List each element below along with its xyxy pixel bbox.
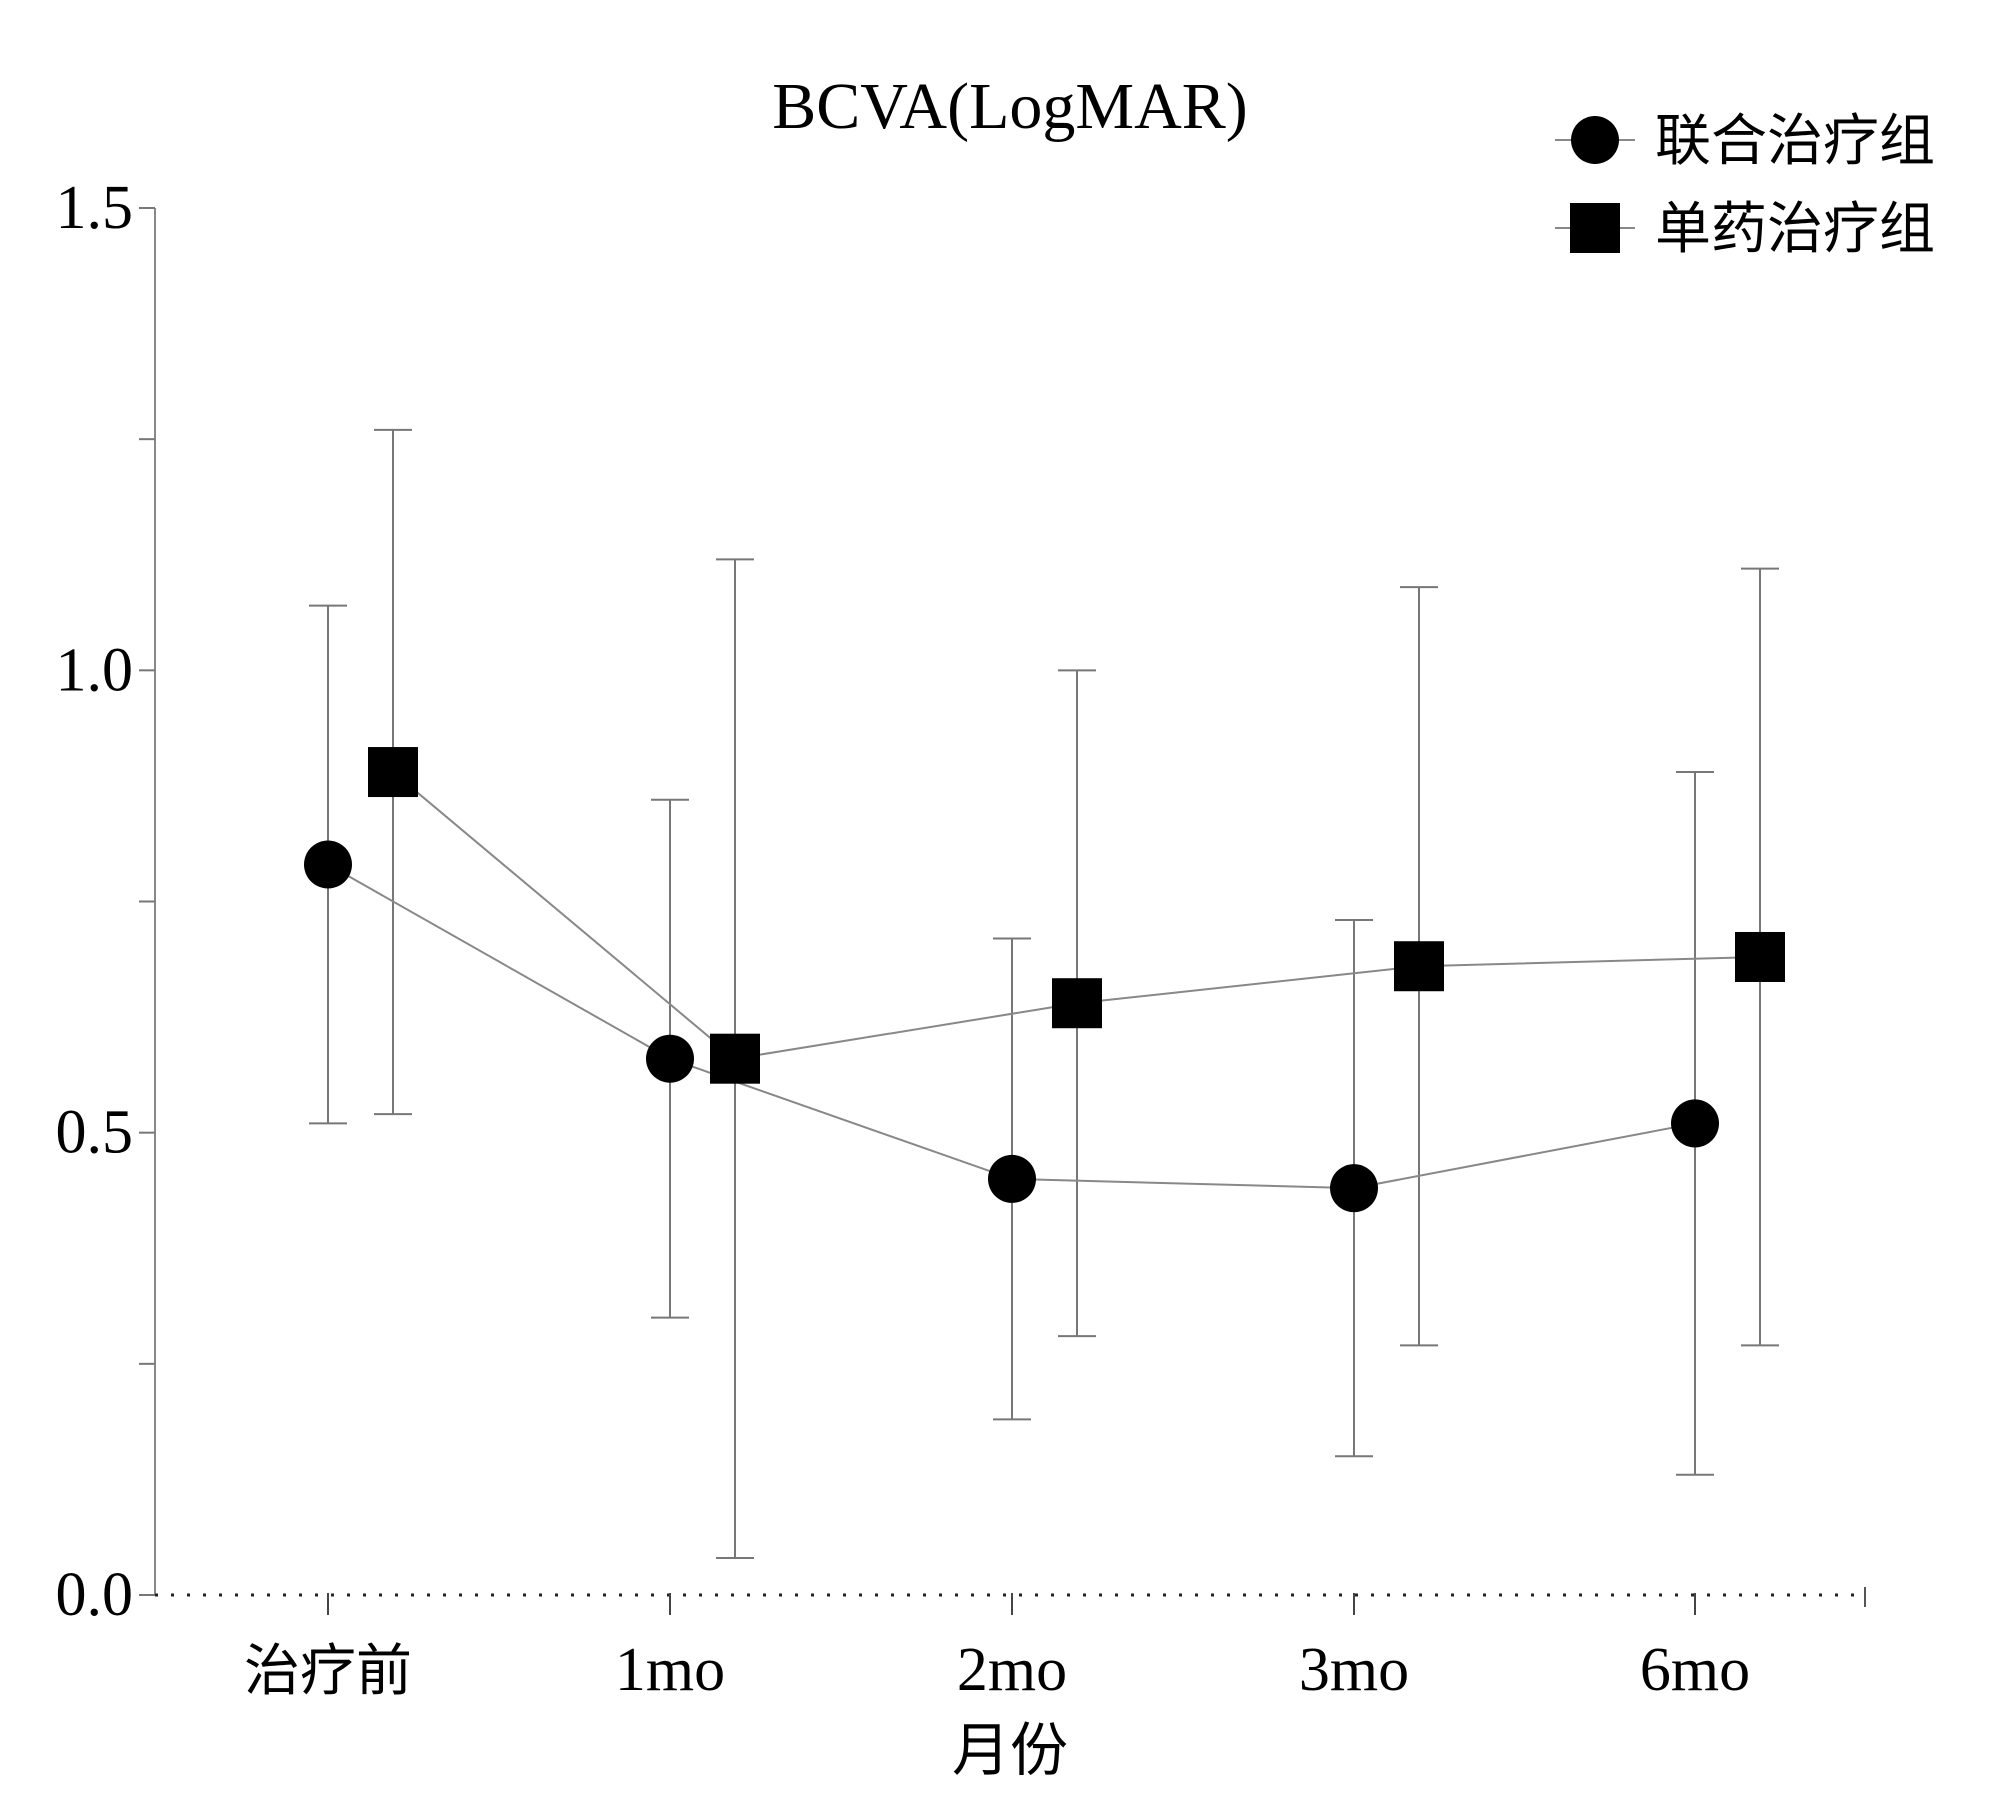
data-point-circle	[304, 840, 352, 889]
data-point-square	[1735, 931, 1785, 982]
x-tick-label: 1mo	[615, 1636, 725, 1704]
x-tick-label: 6mo	[1640, 1636, 1750, 1704]
x-axis-label: 月份	[952, 1716, 1068, 1784]
x-tick-label: 2mo	[957, 1636, 1067, 1704]
y-tick-label: 0.5	[56, 1099, 134, 1167]
data-point-square	[1394, 941, 1444, 992]
data-point-circle	[1330, 1164, 1378, 1213]
legend-label: 联合治疗组	[1655, 109, 1935, 174]
x-tick-label: 3mo	[1299, 1636, 1409, 1704]
data-point-circle	[1671, 1099, 1719, 1148]
x-axis-ticks: 治疗前 1mo 2mo 3mo 6mo	[244, 1593, 1750, 1704]
y-tick-label: 0.0	[56, 1561, 134, 1629]
legend-marker-square	[1570, 203, 1620, 253]
legend-marker-circle	[1571, 116, 1619, 164]
chart-title: BCVA(LogMAR)	[772, 70, 1248, 143]
data-point-circle	[646, 1034, 694, 1083]
y-tick-label: 1.5	[56, 174, 134, 242]
series-markers	[304, 747, 1785, 1213]
x-tick-label: 治疗前	[244, 1639, 412, 1704]
data-point-square	[368, 747, 418, 798]
y-tick-label: 1.0	[56, 636, 134, 704]
legend-label: 单药治疗组	[1655, 197, 1935, 262]
data-point-square	[710, 1033, 760, 1084]
data-point-circle	[988, 1154, 1036, 1203]
y-axis-ticks: 0.0 0.5 1.0 1.5	[56, 174, 155, 1629]
data-point-square	[1052, 978, 1102, 1029]
